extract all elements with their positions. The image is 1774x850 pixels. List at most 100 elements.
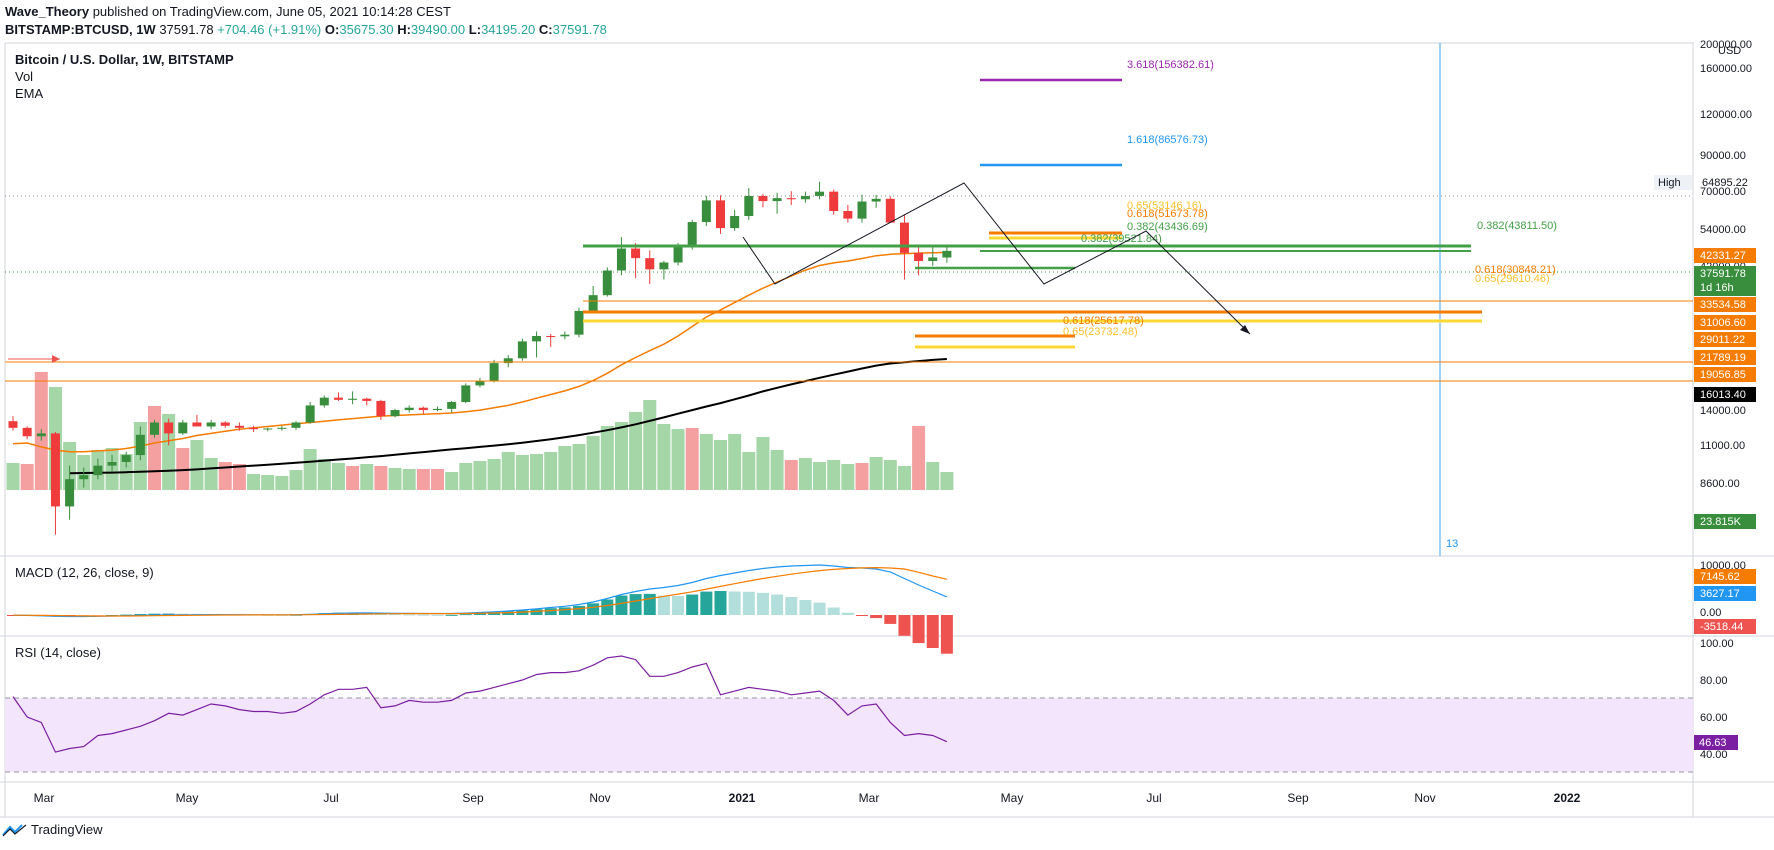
candle-body[interactable]	[914, 252, 924, 262]
candle-body[interactable]	[206, 422, 216, 427]
candle-body[interactable]	[503, 358, 513, 364]
candle-body[interactable]	[65, 479, 75, 507]
macd-histogram-bar	[813, 602, 826, 615]
candle-body[interactable]	[772, 198, 782, 202]
candle-body[interactable]	[50, 433, 60, 507]
macd-histogram-bar	[120, 614, 133, 616]
candle-body[interactable]	[192, 422, 202, 427]
symbol[interactable]: BITSTAMP:BTCUSD, 1W	[5, 22, 156, 37]
red-arrowhead	[52, 355, 60, 363]
candle-body[interactable]	[659, 262, 669, 270]
candle-body[interactable]	[673, 246, 683, 263]
candle-body[interactable]	[843, 211, 853, 219]
candle-body[interactable]	[362, 398, 372, 401]
candle-body[interactable]	[433, 408, 442, 411]
candle-body[interactable]	[687, 222, 697, 247]
candle-body[interactable]	[8, 421, 18, 428]
candle-body[interactable]	[616, 248, 626, 271]
candle-body[interactable]	[234, 425, 244, 428]
candle-body[interactable]	[645, 258, 655, 270]
candle-body[interactable]	[899, 222, 909, 253]
candle-body[interactable]	[107, 462, 117, 466]
candle-body[interactable]	[305, 405, 315, 423]
fib-label-0382-a: 0.382(43436.69)	[1127, 221, 1208, 233]
candle-body[interactable]	[475, 380, 485, 386]
rsi-title[interactable]: RSI (14, close)	[15, 645, 101, 660]
candle-body[interactable]	[461, 385, 471, 403]
candle-body[interactable]	[716, 200, 725, 229]
candle-body[interactable]	[249, 427, 259, 430]
candle-body[interactable]	[36, 433, 46, 437]
candle-body[interactable]	[348, 398, 358, 400]
candle-body[interactable]	[928, 257, 938, 262]
candle-body[interactable]	[744, 195, 754, 217]
candle-body[interactable]	[546, 335, 556, 337]
candle-body[interactable]	[701, 200, 711, 223]
candle-body[interactable]	[164, 422, 174, 434]
candle-body[interactable]	[376, 400, 386, 417]
time-axis[interactable]: Mar May Jul Sep Nov 2021 Mar May Jul Sep Nov 2022	[34, 791, 1581, 805]
candle-body[interactable]	[871, 198, 881, 202]
candle-body[interactable]	[758, 195, 768, 202]
fib-label-0618-lower: 0.618(25617.78)	[1063, 315, 1144, 327]
volume-bar	[699, 434, 713, 490]
price-change: +704.46 (+1.91%)	[217, 22, 322, 37]
candle-body[interactable]	[786, 198, 796, 200]
candle-body[interactable]	[22, 427, 32, 437]
fib-label-0618-mid: 0.618(30848.21)	[1475, 264, 1556, 276]
price-tick-label: 70000.00	[1700, 186, 1746, 198]
candle-body[interactable]	[263, 428, 273, 430]
legend-ema[interactable]: EMA	[15, 86, 44, 101]
macd-line[interactable]	[12, 564, 948, 618]
volume-bar	[912, 426, 926, 490]
ema-black-line[interactable]	[69, 358, 947, 475]
candle-body[interactable]	[333, 397, 343, 400]
candle-body[interactable]	[631, 248, 641, 259]
macd-histogram-bar	[403, 614, 416, 616]
macd-title[interactable]: MACD (12, 26, close, 9)	[15, 565, 154, 580]
candle-body[interactable]	[815, 191, 825, 196]
chart-area[interactable]: Bitcoin / U.S. Dollar, 1W, BITSTAMP Vol …	[0, 38, 1774, 850]
candle-body[interactable]	[730, 216, 740, 229]
candle-body[interactable]	[291, 422, 301, 428]
candle-body[interactable]	[588, 295, 598, 311]
candle-body[interactable]	[79, 475, 89, 480]
candle-body[interactable]	[121, 455, 131, 463]
publisher-name[interactable]: Wave_Theory	[5, 4, 90, 19]
price-tick-label: 160000.00	[1700, 63, 1752, 75]
macd-histogram-bar	[148, 613, 161, 615]
candle-body[interactable]	[829, 191, 839, 212]
candle-body[interactable]	[390, 410, 400, 417]
wave-path-drawing[interactable]	[742, 182, 1251, 335]
candle-body[interactable]	[602, 270, 612, 296]
candle-body[interactable]	[135, 434, 145, 456]
candle-body[interactable]	[277, 427, 287, 429]
candle-body[interactable]	[447, 402, 457, 409]
candle-body[interactable]	[574, 310, 584, 335]
candle-body[interactable]	[532, 335, 542, 342]
macd-histogram-bar	[473, 613, 486, 615]
candle-body[interactable]	[800, 195, 810, 200]
candle-body[interactable]	[560, 334, 570, 337]
candle-body[interactable]	[857, 201, 867, 219]
macd-histogram-bar	[926, 615, 939, 648]
candle-body[interactable]	[942, 250, 952, 258]
candle-body[interactable]	[178, 422, 188, 434]
candle-body[interactable]	[418, 407, 428, 411]
candle-body[interactable]	[885, 198, 895, 223]
legend-vol[interactable]: Vol	[15, 69, 33, 84]
candle-body[interactable]	[517, 341, 527, 359]
candle-body[interactable]	[220, 422, 230, 426]
macd-histogram-bar	[558, 607, 571, 615]
price-badge	[1694, 248, 1756, 263]
candle-body[interactable]	[489, 363, 499, 381]
candle-body[interactable]	[150, 422, 159, 435]
candle-body[interactable]	[404, 407, 414, 411]
macd-signal-line[interactable]	[12, 566, 948, 617]
candle-body[interactable]	[93, 465, 103, 476]
macd-histogram-bar	[544, 608, 557, 615]
rsi-line[interactable]	[12, 655, 948, 753]
macd-histogram-bar	[884, 615, 897, 624]
tradingview-brand[interactable]: TradingView	[31, 822, 103, 837]
candle-body[interactable]	[319, 397, 329, 406]
